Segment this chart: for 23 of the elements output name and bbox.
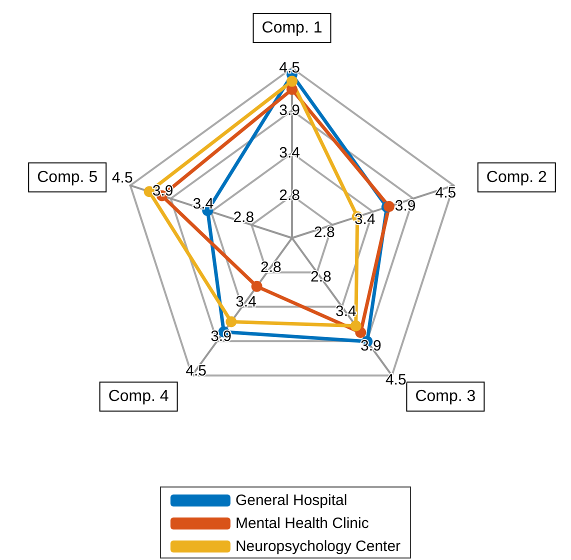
text: 4.5 bbox=[186, 362, 206, 380]
text: 2.8 bbox=[233, 208, 254, 226]
spoke-label: Comp. 2 bbox=[486, 168, 547, 186]
text: 3.4 bbox=[236, 294, 256, 311]
spoke-label: Comp. 5 bbox=[37, 168, 98, 186]
spoke-label: Comp. 4 bbox=[108, 388, 169, 406]
legend-label: General Hospital bbox=[235, 492, 348, 509]
y-tick-label: 3.9 bbox=[279, 102, 300, 119]
y-tick-label: 4.5 bbox=[279, 60, 300, 76]
legend-label: Neuropsychology Center bbox=[235, 538, 401, 555]
text: 2.8 bbox=[260, 259, 282, 276]
text: 2.8 bbox=[310, 268, 332, 286]
spoke-label: Comp. 3 bbox=[415, 388, 476, 406]
text: 4.5 bbox=[435, 184, 456, 202]
spoke-label: Comp. 1 bbox=[262, 20, 322, 36]
text: 2.8 bbox=[314, 224, 335, 241]
text: 4.5 bbox=[385, 372, 406, 389]
text: 4.5 bbox=[112, 169, 133, 186]
legend-label: Mental Health Clinic bbox=[235, 515, 370, 532]
y-tick-label: 3.4 bbox=[279, 144, 300, 162]
y-tick-label: 2.8 bbox=[279, 187, 300, 204]
text: 3.9 bbox=[360, 337, 382, 354]
text: 3.9 bbox=[394, 198, 416, 215]
